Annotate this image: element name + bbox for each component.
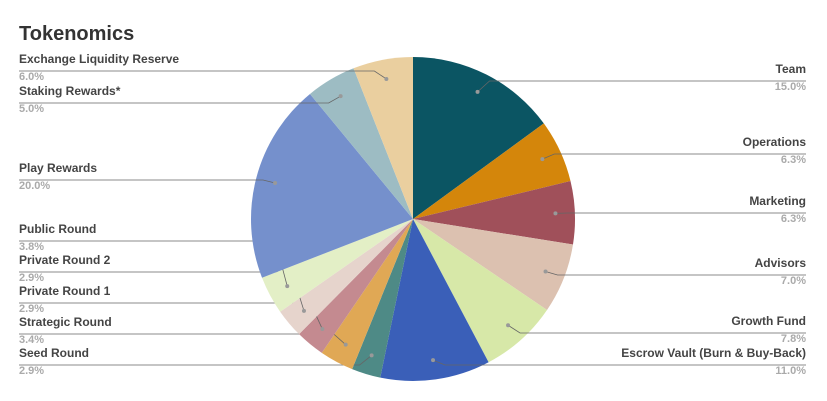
leader-dot <box>431 358 436 363</box>
value-label: 20.0% <box>19 180 50 192</box>
value-label: 2.9% <box>19 272 44 284</box>
value-label: 7.0% <box>781 275 806 287</box>
legend-label: Seed Round <box>19 346 89 360</box>
leader-line <box>19 355 372 366</box>
legend-label: Private Round 1 <box>19 284 111 298</box>
value-label: 11.0% <box>775 365 806 377</box>
leader-dot <box>543 269 548 274</box>
leader-line <box>545 271 806 276</box>
chart-title: Tokenomics <box>19 23 134 45</box>
legend-label: Marketing <box>749 194 806 208</box>
pie-slice <box>353 57 413 219</box>
pie-slice <box>280 219 413 335</box>
legend-label: Exchange Liquidity Reserve <box>19 52 179 66</box>
leader-dot <box>540 157 545 162</box>
pie-slice <box>262 219 413 312</box>
leader-dot <box>384 76 389 81</box>
leader-line <box>19 179 276 184</box>
value-label: 3.8% <box>19 241 44 253</box>
leader-line <box>19 95 341 104</box>
leader-dot <box>301 308 306 313</box>
legend-label: Growth Fund <box>731 314 806 328</box>
leader-line <box>19 333 346 345</box>
leader-line <box>507 324 806 334</box>
leader-line <box>542 153 806 160</box>
pie-slice <box>309 68 413 220</box>
leader-dot <box>338 94 343 99</box>
pie-slice <box>413 181 576 245</box>
pie-slice <box>321 219 413 370</box>
leader-dot <box>553 211 558 216</box>
value-label: 7.8% <box>781 333 806 345</box>
pie-slice <box>413 219 548 363</box>
value-label: 6.3% <box>781 213 806 225</box>
leader-dot <box>320 327 325 332</box>
pie-slice <box>352 219 413 378</box>
leader-dot <box>506 323 511 328</box>
value-label: 6.0% <box>19 71 44 83</box>
leader-line <box>477 80 806 93</box>
pie-slice <box>413 219 573 311</box>
legend-label: Team <box>776 62 806 76</box>
leader-line <box>432 359 806 366</box>
legend-label: Play Rewards <box>19 161 97 175</box>
value-label: 3.4% <box>19 334 44 346</box>
value-label: 6.3% <box>781 154 806 166</box>
leader-dot <box>285 284 290 289</box>
pie-slice <box>380 219 489 381</box>
value-label: 5.0% <box>19 103 44 115</box>
value-label: 2.9% <box>19 365 44 377</box>
value-label: 15.0% <box>775 81 806 93</box>
leader-dot <box>369 353 374 358</box>
value-label: 2.9% <box>19 303 44 315</box>
leader-dot <box>273 181 278 186</box>
legend-label: Advisors <box>755 256 807 270</box>
legend-label: Staking Rewards* <box>19 84 121 98</box>
legend-label: Operations <box>743 135 807 149</box>
legend-label: Private Round 2 <box>19 253 111 267</box>
legend-label: Escrow Vault (Burn & Buy-Back) <box>621 346 806 360</box>
leader-dot <box>343 342 348 347</box>
pie-slice <box>299 219 413 353</box>
legend-label: Public Round <box>19 222 96 236</box>
pie-slice <box>250 93 413 278</box>
legend-label: Strategic Round <box>19 315 112 329</box>
pie-slice <box>413 123 571 219</box>
leader-line <box>19 70 387 80</box>
pie-slice <box>413 57 544 219</box>
leader-dot <box>475 89 480 94</box>
